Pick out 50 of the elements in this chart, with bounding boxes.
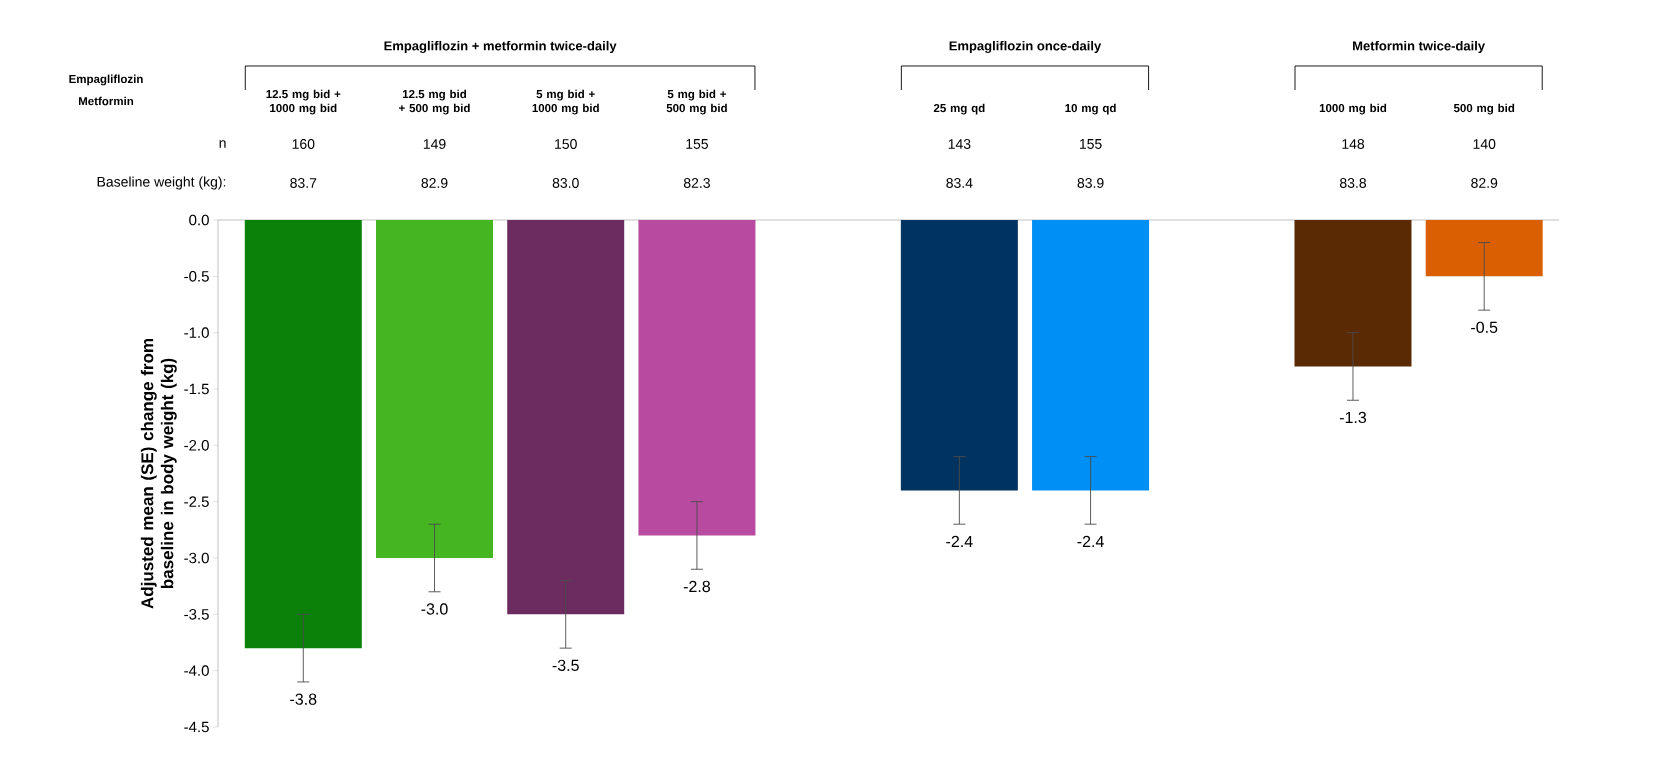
data-label: -3.8 <box>290 693 317 705</box>
x-tick-label: 5 mg bid + 500 mg bid <box>666 89 727 115</box>
y-tick-label: -1.5 <box>184 383 209 395</box>
x-tick-label: 10 mg qd <box>1065 103 1116 115</box>
text: 82.9 <box>421 178 448 188</box>
text: 82.3 <box>683 178 710 188</box>
text: n <box>219 140 226 148</box>
y-tick-label: -2.0 <box>184 440 209 451</box>
y-tick-label: -2.5 <box>184 496 209 507</box>
x-tick-label: 500 mg bid <box>1453 103 1515 115</box>
text: Baseline weight (kg): <box>97 176 226 190</box>
data-label: -2.8 <box>683 580 711 593</box>
text: 82.9 <box>1471 178 1498 188</box>
y-tick-label: -1.0 <box>184 327 209 338</box>
text: 149 <box>423 139 446 149</box>
y-tick-label: 0.0 <box>189 214 209 226</box>
text: 155 <box>1079 139 1102 149</box>
data-label: -2.4 <box>1077 535 1104 547</box>
text: Metformin <box>78 96 134 106</box>
text: Empagliflozin once-daily <box>949 40 1102 54</box>
y-tick-label: -4.0 <box>184 665 209 676</box>
data-label: -0.5 <box>1471 321 1498 333</box>
text: 143 <box>948 139 971 149</box>
x-tick-label: 12.5 mg bid + 1000 mg bid <box>266 89 341 115</box>
y-tick-label: -3.0 <box>184 552 209 564</box>
x-tick-label: 1000 mg bid <box>1319 103 1387 115</box>
data-label: -1.3 <box>1339 411 1367 424</box>
text: Metformin twice-daily <box>1353 40 1486 54</box>
y-tick-label: -0.5 <box>184 271 209 282</box>
text: 83.9 <box>1077 178 1104 188</box>
x-tick-label: 12.5 mg bid + 500 mg bid <box>399 89 470 115</box>
text: 160 <box>292 139 315 149</box>
text: Empagliflozin + metformin twice-daily <box>384 40 617 54</box>
text: 83.0 <box>552 178 579 188</box>
x-tick-label: 5 mg bid + 1000 mg bid <box>532 89 599 115</box>
data-label: -3.5 <box>552 659 579 671</box>
text: 83.7 <box>290 178 317 188</box>
text: 148 <box>1342 139 1365 149</box>
text: 155 <box>686 139 709 149</box>
data-label: -2.4 <box>946 535 973 547</box>
y-axis-title: Adjusted mean (SE) change from baseline in body weight (kg) <box>140 339 177 609</box>
text: 83.4 <box>946 178 973 188</box>
data-label: -3.0 <box>421 603 448 615</box>
x-tick-label: 25 mg qd <box>933 103 985 115</box>
text: 140 <box>1473 139 1496 149</box>
y-tick-label: -4.5 <box>184 721 209 733</box>
text: 83.8 <box>1340 178 1367 188</box>
text: 150 <box>555 139 577 149</box>
y-tick-label: -3.5 <box>184 609 209 620</box>
text: Empagliflozin <box>69 74 143 86</box>
